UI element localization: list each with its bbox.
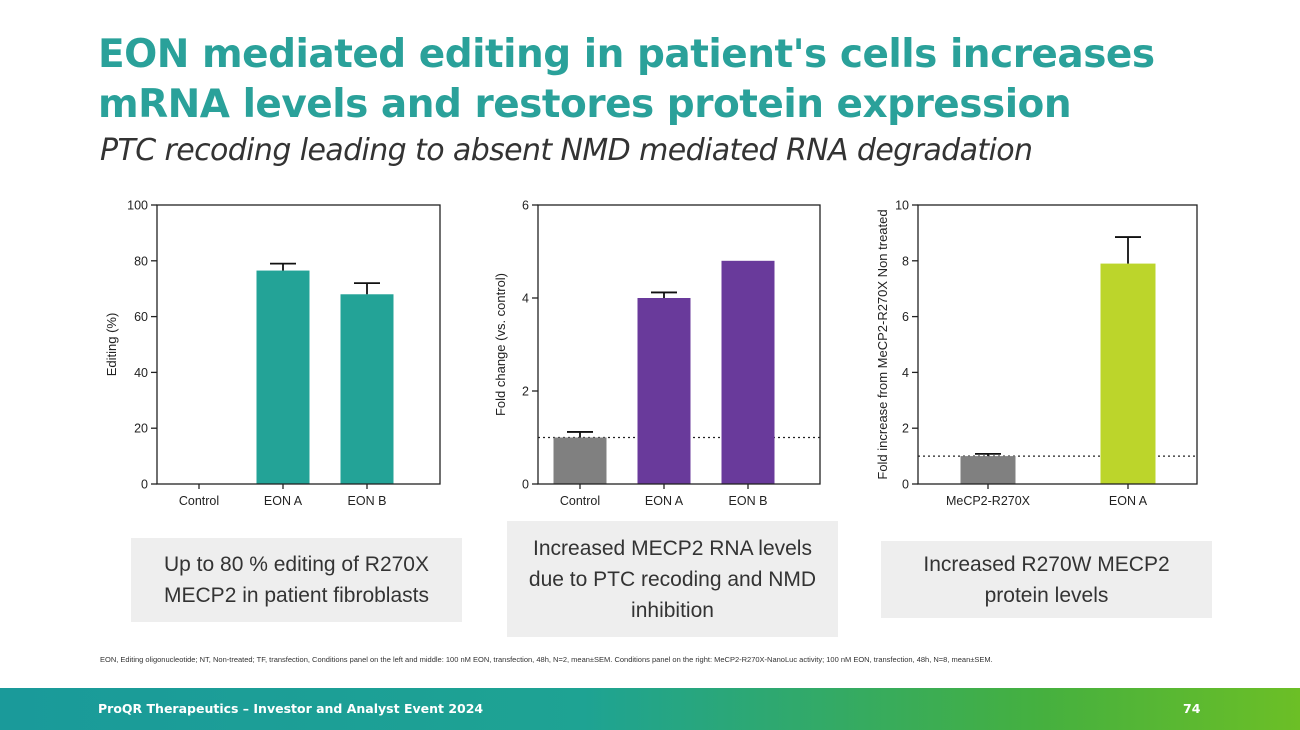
y-tick-label: 0 — [902, 478, 909, 492]
y-tick-label: 20 — [134, 422, 148, 436]
footnote: EON, Editing oligonucleotide; NT, Non-tr… — [100, 655, 993, 664]
bar-2 — [721, 260, 775, 484]
y-axis-label: Fold increase from MeCP2-R270X Non treat… — [875, 209, 890, 479]
y-tick-label: 2 — [522, 385, 529, 399]
x-tick-label: EON A — [645, 494, 684, 508]
bar-0 — [960, 456, 1016, 484]
y-tick-label: 2 — [902, 422, 909, 436]
x-tick-label: EON B — [729, 494, 768, 508]
x-tick-label: EON A — [264, 494, 303, 508]
bar-1 — [1100, 263, 1156, 484]
x-tick-label: Control — [560, 494, 600, 508]
slide-title: EON mediated editing in patient's cells … — [98, 32, 1155, 127]
editing-bar-chart: Control EON A EON B 0 20 40 60 80 100 Editing (%) — [104, 199, 441, 508]
bar-1 — [256, 270, 310, 484]
plot-frame — [537, 204, 821, 485]
y-tick-label: 6 — [522, 199, 529, 213]
y-tick-label: 0 — [141, 478, 148, 492]
y-tick-label: 6 — [902, 310, 909, 324]
callout-editing: Up to 80 % editing of R270X MECP2 in pat… — [131, 538, 462, 622]
plot-frame — [917, 204, 1198, 485]
y-tick-label: 100 — [127, 199, 148, 213]
x-tick-label: MeCP2-R270X — [946, 494, 1031, 508]
callout-rna-levels: Increased MECP2 RNA levels due to PTC re… — [507, 521, 838, 637]
y-tick-label: 4 — [522, 292, 529, 306]
y-axis-label: Editing (%) — [104, 313, 119, 377]
x-tick-label: EON B — [348, 494, 387, 508]
footer-bar: ProQR Therapeutics – Investor and Analys… — [0, 688, 1300, 730]
y-tick-label: 4 — [902, 366, 909, 380]
y-tick-label: 40 — [134, 366, 148, 380]
plot-frame — [156, 204, 441, 485]
bar-1 — [637, 298, 691, 484]
bar-0 — [553, 437, 607, 484]
footer-text: ProQR Therapeutics – Investor and Analys… — [98, 701, 484, 716]
page-number: 74 — [1183, 701, 1201, 716]
y-tick-label: 80 — [134, 254, 148, 268]
y-axis-label: Fold change (vs. control) — [493, 273, 508, 416]
y-tick-label: 60 — [134, 310, 148, 324]
callout-protein-levels: Increased R270W MECP2 protein levels — [881, 541, 1212, 618]
slide-subtitle: PTC recoding leading to absent NMD media… — [100, 133, 1033, 168]
y-tick-label: 8 — [902, 254, 909, 268]
x-tick-label: Control — [179, 494, 219, 508]
protein-fold-increase-bar-chart: MeCP2-R270X EON A 0 2 4 6 8 10 Fold increase fro… — [875, 199, 1198, 508]
x-tick-label: EON A — [1109, 494, 1148, 508]
y-tick-label: 10 — [895, 199, 909, 213]
rna-fold-change-bar-chart: Control EON A EON B 0 2 4 6 Fold change (vs. co… — [493, 199, 821, 508]
bar-2 — [340, 294, 394, 484]
y-tick-label: 0 — [522, 478, 529, 492]
